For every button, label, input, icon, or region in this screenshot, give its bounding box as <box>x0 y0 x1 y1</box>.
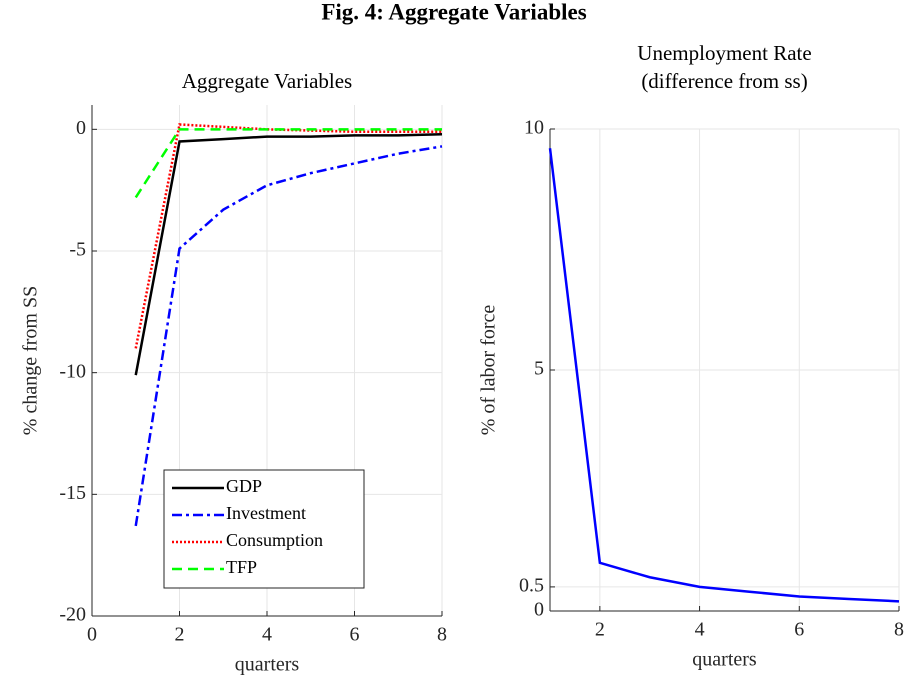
y-tick-label: 0.5 <box>519 574 544 596</box>
legend-label: Investment <box>226 503 306 523</box>
x-tick-label: 8 <box>894 619 904 641</box>
y-tick-label: 0 <box>534 599 544 621</box>
chart-title: Aggregate Variables <box>182 69 352 93</box>
x-tick-label: 6 <box>794 619 804 641</box>
x-axis-label: quarters <box>235 654 300 676</box>
y-tick-label: -10 <box>59 360 86 382</box>
x-tick-label: 2 <box>595 619 605 641</box>
x-tick-label: 4 <box>262 624 272 646</box>
x-tick-label: 2 <box>175 624 185 646</box>
series-line <box>134 128 442 199</box>
y-tick-label: 0 <box>76 117 86 139</box>
series-line <box>134 123 442 349</box>
legend-box <box>163 469 365 589</box>
legend-label: TFP <box>226 557 257 577</box>
y-tick-label: -5 <box>69 239 86 261</box>
x-tick-label: 8 <box>437 624 447 646</box>
chart-title: (difference from ss) <box>641 69 807 93</box>
y-axis-label: % change from SS <box>20 286 42 435</box>
x-tick-label: 0 <box>87 624 97 646</box>
y-tick-label: 10 <box>524 117 544 139</box>
x-axis-label: quarters <box>692 649 757 671</box>
x-tick-label: 6 <box>350 624 360 646</box>
x-tick-label: 4 <box>695 619 705 641</box>
y-tick-label: -20 <box>59 604 86 626</box>
series-line <box>548 148 900 603</box>
y-axis-label: % of labor force <box>478 305 500 436</box>
y-tick-label: 5 <box>534 358 544 380</box>
chart-title: Unemployment Rate <box>637 41 811 65</box>
figure-title: Fig. 4: Aggregate Variables <box>321 0 586 24</box>
y-tick-label: -15 <box>59 482 86 504</box>
legend-label: GDP <box>226 476 262 496</box>
series-line <box>134 132 443 376</box>
legend-label: Consumption <box>226 530 323 550</box>
